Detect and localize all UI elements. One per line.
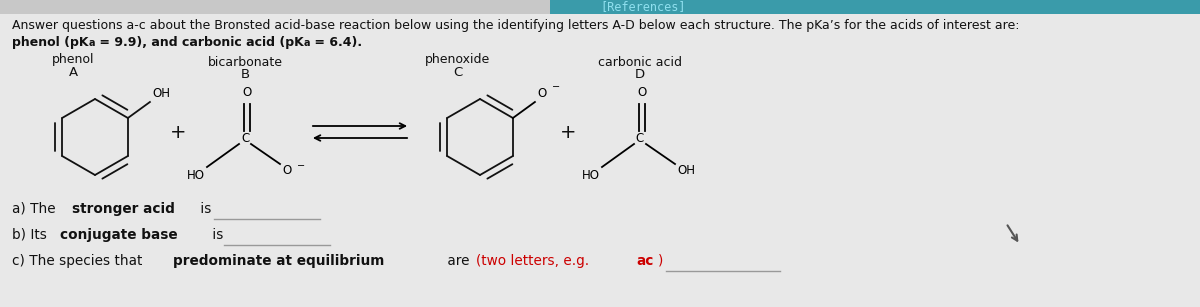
Text: +: + xyxy=(169,122,186,142)
Text: C: C xyxy=(454,66,463,79)
Text: ac: ac xyxy=(636,254,653,268)
Text: (two letters, e.g.: (two letters, e.g. xyxy=(476,254,594,268)
Text: O: O xyxy=(637,86,647,99)
Text: ): ) xyxy=(658,254,664,268)
Text: c) The species that: c) The species that xyxy=(12,254,146,268)
Text: is: is xyxy=(208,228,223,242)
Text: is: is xyxy=(196,202,211,216)
Text: stronger acid: stronger acid xyxy=(72,202,175,216)
Text: conjugate base: conjugate base xyxy=(60,228,178,242)
Text: OH: OH xyxy=(677,164,695,177)
Text: are: are xyxy=(443,254,474,268)
Bar xyxy=(550,0,1200,14)
Text: C: C xyxy=(241,133,250,146)
Text: b) Its: b) Its xyxy=(12,228,52,242)
Text: carbonic acid: carbonic acid xyxy=(598,56,682,69)
Text: predominate at equilibrium: predominate at equilibrium xyxy=(173,254,384,268)
Text: −: − xyxy=(552,82,560,92)
Text: C: C xyxy=(636,133,644,146)
Text: +: + xyxy=(559,122,576,142)
Text: bicarbonate: bicarbonate xyxy=(208,56,282,69)
Text: = 9.9), and: = 9.9), and xyxy=(95,36,182,49)
Text: [References]: [References] xyxy=(600,1,685,14)
Text: = 6.4).: = 6.4). xyxy=(311,36,362,49)
Text: A: A xyxy=(68,66,78,79)
Text: a: a xyxy=(89,38,95,48)
Text: −: − xyxy=(298,161,305,171)
Text: a: a xyxy=(304,38,311,48)
Text: O: O xyxy=(282,164,292,177)
Text: D: D xyxy=(635,68,646,81)
Text: B: B xyxy=(240,68,250,81)
Text: phenoxide: phenoxide xyxy=(425,53,491,66)
Text: carbonic acid (pK: carbonic acid (pK xyxy=(182,36,304,49)
Text: phenol: phenol xyxy=(52,53,95,66)
Text: O: O xyxy=(536,87,546,100)
Text: OH: OH xyxy=(152,87,170,100)
Text: phenol (pK: phenol (pK xyxy=(12,36,89,49)
Text: O: O xyxy=(242,86,252,99)
Text: Answer questions a-c about the Bronsted acid-base reaction below using the ident: Answer questions a-c about the Bronsted … xyxy=(12,19,1020,32)
Text: HO: HO xyxy=(187,169,205,182)
Text: a) The: a) The xyxy=(12,202,60,216)
Text: HO: HO xyxy=(582,169,600,182)
